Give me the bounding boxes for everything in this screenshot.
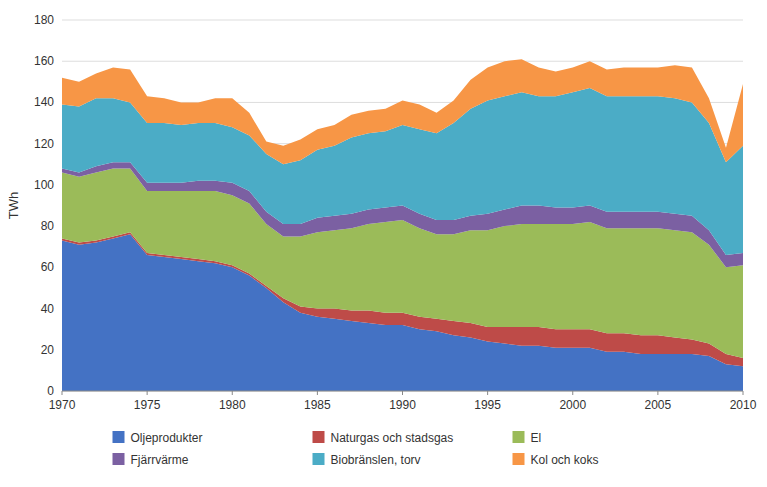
x-tick-label: 2005 xyxy=(645,398,672,412)
y-axis: 0 20 40 60 80 100 120 140 160 180 TWh xyxy=(6,13,54,398)
x-tick xyxy=(232,391,233,395)
x-tick xyxy=(487,391,488,395)
y-tick-label: 100 xyxy=(34,178,54,192)
grid-line xyxy=(62,61,743,62)
x-tick xyxy=(147,391,148,395)
legend-label: Fjärrvärme xyxy=(131,453,189,467)
x-tick xyxy=(402,391,403,395)
y-axis-label: TWh xyxy=(6,192,21,219)
legend-label: Biobränslen, torv xyxy=(331,453,421,467)
x-tick xyxy=(743,391,744,395)
y-tick-label: 140 xyxy=(34,95,54,109)
y-tick-label: 80 xyxy=(41,219,55,233)
x-tick-label: 1975 xyxy=(134,398,161,412)
legend: Oljeprodukter Naturgas och stadsgas El Fjär… xyxy=(113,431,599,467)
x-tick xyxy=(657,391,658,395)
y-tick-label: 160 xyxy=(34,54,54,68)
y-tick-label: 180 xyxy=(34,13,54,27)
legend-swatch xyxy=(313,453,325,465)
grid-line xyxy=(62,20,743,21)
legend-swatch xyxy=(113,431,125,443)
legend-swatch xyxy=(513,431,525,443)
y-tick-label: 60 xyxy=(41,260,55,274)
x-tick xyxy=(317,391,318,395)
y-tick-label: 0 xyxy=(47,384,54,398)
chart: 020406080100120140160180TWh1970197519801… xyxy=(0,0,767,487)
legend-swatch xyxy=(113,453,125,465)
areas xyxy=(62,59,743,391)
x-axis: 1970 1975 1980 1985 1990 1995 2000 2005 2010 xyxy=(49,391,757,412)
x-tick-label: 1990 xyxy=(389,398,416,412)
legend-label: Naturgas och stadsgas xyxy=(331,431,454,445)
x-tick-label: 2000 xyxy=(559,398,586,412)
legend-label: El xyxy=(531,431,542,445)
area xyxy=(62,59,743,164)
y-tick-label: 40 xyxy=(41,302,55,316)
x-tick xyxy=(572,391,573,395)
x-tick-label: 2010 xyxy=(730,398,757,412)
y-tick-label: 20 xyxy=(41,343,55,357)
x-tick xyxy=(62,391,63,395)
legend-label: Oljeprodukter xyxy=(131,431,203,445)
x-tick-label: 1970 xyxy=(49,398,76,412)
grid xyxy=(62,20,743,391)
legend-swatch xyxy=(513,453,525,465)
y-tick-label: 120 xyxy=(34,137,54,151)
x-tick-label: 1980 xyxy=(219,398,246,412)
x-tick-label: 1995 xyxy=(474,398,501,412)
x-tick-label: 1985 xyxy=(304,398,331,412)
legend-swatch xyxy=(313,431,325,443)
legend-label: Kol och koks xyxy=(531,453,599,467)
